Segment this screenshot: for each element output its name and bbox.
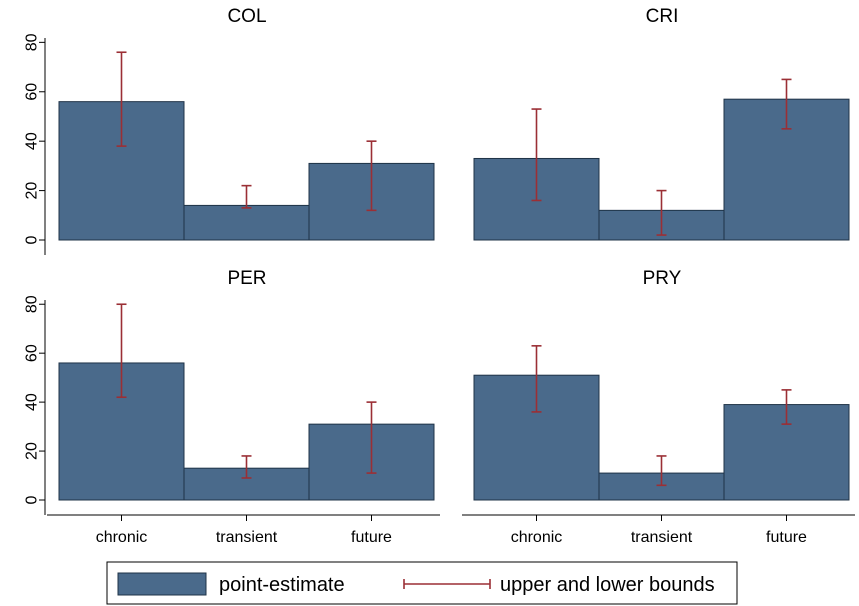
y-tick-label: 20 [24,182,41,200]
error-bar-cri-chronic [531,108,542,202]
chart-panels: COL 0 20 40 60 80 CRI PER 0 20 40 60 80 chronic transi… [24,6,855,546]
error-bar-per-transient [241,455,252,479]
y-axis: 0 20 40 60 80 [24,295,46,515]
legend-label-point-estimate: point-estimate [219,574,345,596]
error-bar-pry-future [781,389,792,425]
error-bar-per-chronic [116,303,127,399]
error-bar-col-chronic [116,51,127,147]
y-tick-label: 20 [24,442,41,460]
panel-title: PER [227,268,266,289]
panel-title: CRI [646,6,679,27]
legend-item-point-estimate: point-estimate [117,572,345,596]
panel-pry: PRY chronic transient future [462,268,855,546]
y-tick-label: 80 [24,295,41,313]
error-bar-pry-transient [656,455,667,487]
x-tick-label-future: future [351,529,392,546]
bar-col-transient [183,204,310,241]
error-bar-per-future [366,401,377,474]
x-tick-label-future: future [766,529,807,546]
x-axis: chronic transient future [47,514,440,546]
range-cap-line-icon [403,579,491,589]
x-tick-label-transient: transient [216,529,278,546]
y-tick-label: 0 [24,495,41,504]
error-bar-col-transient [241,184,252,209]
panel-title: COL [227,6,266,27]
y-tick-label: 40 [24,393,41,411]
legend-box [106,561,738,605]
error-bar-cri-future [781,78,792,130]
y-tick-label: 60 [24,344,41,362]
panel-title: PRY [643,268,682,289]
y-tick-label: 0 [24,235,41,244]
error-bar-pry-chronic [531,345,542,413]
panel-col: COL 0 20 40 60 80 [24,6,435,255]
legend-label-bounds: upper and lower bounds [500,574,715,596]
x-axis: chronic transient future [462,514,855,546]
legend-item-bounds: upper and lower bounds [403,574,715,596]
panel-cri: CRI [473,6,850,241]
y-tick-label: 80 [24,33,41,51]
x-tick-label-chronic: chronic [96,529,148,546]
legend: point-estimate upper and lower bounds [106,561,738,605]
error-bar-col-future [366,140,377,212]
error-bar-cri-transient [656,189,667,236]
y-axis: 0 20 40 60 80 [24,33,46,255]
bar-swatch-icon [117,572,207,596]
panel-per: PER 0 20 40 60 80 chronic transient future [24,268,440,546]
y-tick-label: 60 [24,83,41,101]
y-tick-label: 40 [24,132,41,150]
x-tick-label-transient: transient [631,529,693,546]
x-tick-label-chronic: chronic [511,529,563,546]
